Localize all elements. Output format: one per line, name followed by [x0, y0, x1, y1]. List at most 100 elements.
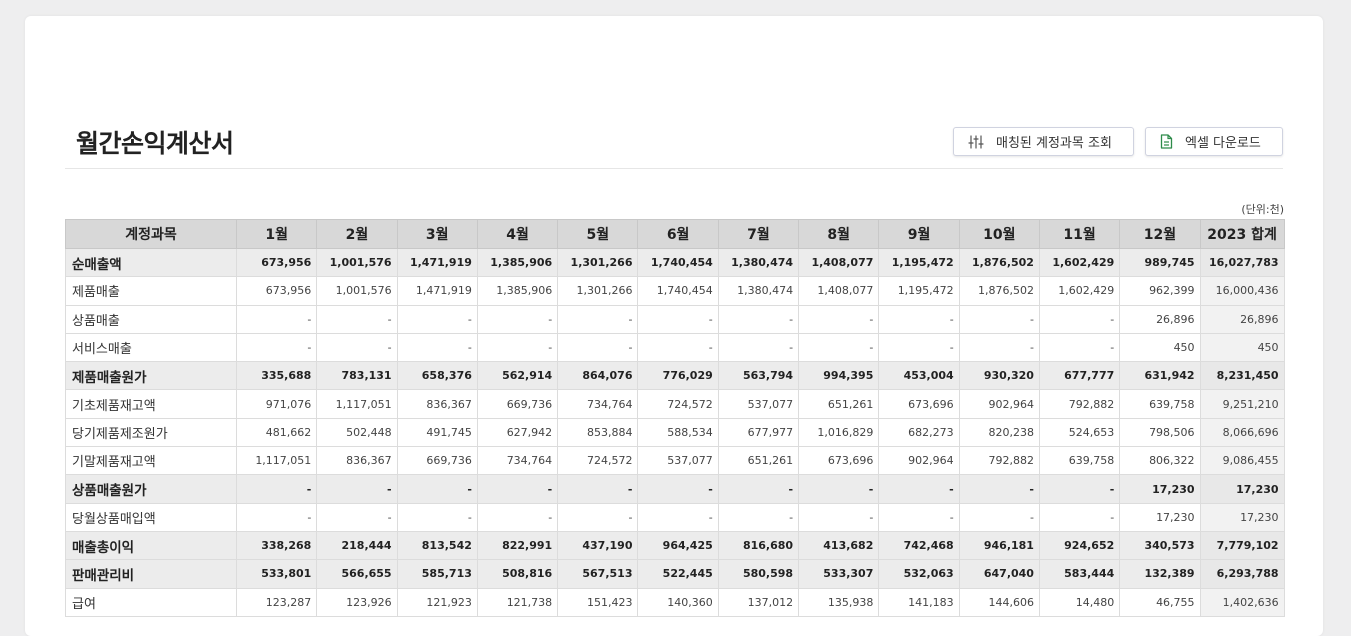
month-value-cell: 1,740,454 — [637, 247, 719, 278]
month-value-cell: 820,238 — [958, 417, 1040, 448]
month-value-cell: - — [958, 304, 1040, 334]
month-value-cell: 218,444 — [316, 530, 398, 561]
month-value-cell: 677,977 — [717, 417, 800, 448]
month-value-cell: 123,287 — [235, 587, 318, 617]
month-value-cell: 121,923 — [396, 587, 478, 617]
month-value-cell: 17,230 — [1119, 502, 1201, 532]
month-value-cell: 864,076 — [557, 361, 639, 391]
title-divider — [65, 168, 1283, 169]
month-value-cell: 562,914 — [476, 361, 559, 391]
month-value-cell: 132,389 — [1119, 559, 1201, 589]
month-value-cell: 734,764 — [557, 389, 639, 419]
month-value-cell: 971,076 — [235, 389, 318, 419]
month-value-cell: - — [878, 474, 960, 504]
month-value-cell: 450 — [1119, 332, 1201, 363]
column-header: 11월 — [1038, 219, 1121, 249]
month-value-cell: 508,816 — [476, 559, 559, 589]
month-value-cell: 135,938 — [798, 587, 880, 617]
month-value-cell: 1,408,077 — [798, 247, 880, 278]
annual-total-cell: 16,000,436 — [1199, 276, 1285, 306]
table-row: 판매관리비 533,801 566,655 585,713 508,816 567,513… — [65, 559, 1285, 589]
month-value-cell: - — [958, 502, 1040, 532]
month-value-cell: - — [717, 474, 800, 504]
month-value-cell: 567,513 — [557, 559, 639, 589]
month-value-cell: 677,777 — [1038, 361, 1121, 391]
month-value-cell: 583,444 — [1038, 559, 1121, 589]
report-card: 월간손익계산서 매칭된 계정과목 조회 — [25, 16, 1323, 636]
annual-total-cell: 1,402,636 — [1199, 587, 1285, 617]
month-value-cell: - — [316, 332, 398, 363]
table-row: 급여 123,287 123,926 121,923 121,738 151,423 140… — [65, 587, 1285, 617]
month-value-cell: 964,425 — [637, 530, 719, 561]
month-value-cell: 792,882 — [1038, 389, 1121, 419]
month-value-cell: 651,261 — [798, 389, 880, 419]
annual-total-cell: 8,231,450 — [1199, 361, 1285, 391]
annual-total-cell: 9,086,455 — [1199, 446, 1285, 476]
month-value-cell: - — [396, 304, 478, 334]
month-value-cell: 651,261 — [717, 446, 800, 476]
account-name-cell: 당기제품제조원가 — [65, 417, 237, 448]
month-value-cell: 658,376 — [396, 361, 478, 391]
month-value-cell: 502,448 — [316, 417, 398, 448]
month-value-cell: 151,423 — [557, 587, 639, 617]
month-value-cell: - — [717, 502, 800, 532]
month-value-cell: 989,745 — [1119, 247, 1201, 278]
month-value-cell: - — [717, 332, 800, 363]
month-value-cell: - — [235, 474, 318, 504]
month-value-cell: 816,680 — [717, 530, 800, 561]
month-value-cell: 813,542 — [396, 530, 478, 561]
month-value-cell: 639,758 — [1119, 389, 1201, 419]
month-value-cell: 647,040 — [958, 559, 1040, 589]
month-value-cell: 836,367 — [396, 389, 478, 419]
month-value-cell: 1,195,472 — [878, 247, 960, 278]
table-row: 당기제품제조원가 481,662 502,448 491,745 627,942 853,… — [65, 417, 1285, 448]
view-matched-accounts-button[interactable]: 매칭된 계정과목 조회 — [953, 127, 1134, 156]
month-value-cell: 853,884 — [557, 417, 639, 448]
month-value-cell: 524,653 — [1038, 417, 1121, 448]
month-value-cell: 46,755 — [1119, 587, 1201, 617]
month-value-cell: - — [798, 502, 880, 532]
month-value-cell: 144,606 — [958, 587, 1040, 617]
month-value-cell: 902,964 — [958, 389, 1040, 419]
annual-total-cell: 450 — [1199, 332, 1285, 363]
month-value-cell: 724,572 — [637, 389, 719, 419]
month-value-cell: 1,408,077 — [798, 276, 880, 306]
month-value-cell: 673,696 — [798, 446, 880, 476]
unit-label: (단위:천) — [1241, 203, 1284, 216]
month-value-cell: - — [1038, 304, 1121, 334]
view-matched-accounts-label: 매칭된 계정과목 조회 — [996, 136, 1112, 151]
month-value-cell: 639,758 — [1038, 446, 1121, 476]
month-value-cell: 669,736 — [396, 446, 478, 476]
month-value-cell: 137,012 — [717, 587, 800, 617]
month-value-cell: 1,385,906 — [476, 276, 559, 306]
column-header: 7월 — [717, 219, 800, 249]
excel-download-button[interactable]: 엑셀 다운로드 — [1145, 127, 1283, 156]
month-value-cell: 792,882 — [958, 446, 1040, 476]
month-value-cell: 335,688 — [235, 361, 318, 391]
month-value-cell: 533,801 — [235, 559, 318, 589]
month-value-cell: 673,956 — [235, 276, 318, 306]
annual-total-cell: 17,230 — [1199, 474, 1285, 504]
table-row: 상품매출 - - - - - - - - - - -26,896 26,896 — [65, 304, 1285, 334]
month-value-cell: 121,738 — [476, 587, 559, 617]
month-value-cell: - — [316, 304, 398, 334]
month-value-cell: - — [235, 304, 318, 334]
column-header: 1월 — [235, 219, 318, 249]
table-row: 상품매출원가 - - - - - - - - - - -17,230 17,230 — [65, 474, 1285, 504]
month-value-cell: - — [476, 304, 559, 334]
month-value-cell: 776,029 — [637, 361, 719, 391]
month-value-cell: - — [1038, 502, 1121, 532]
account-name-cell: 기말제품재고액 — [65, 446, 237, 476]
account-name-cell: 서비스매출 — [65, 332, 237, 363]
table-row: 당월상품매입액 - - - - - - - - - - -17,230 17,230 — [65, 502, 1285, 532]
table-header-row: 계정과목 1월 2월 3월 4월 5월 6월 7월 8월 9월 10월 11월 12월 2023 합계 — [65, 219, 1285, 249]
annual-total-cell: 16,027,783 — [1199, 247, 1285, 278]
month-value-cell: - — [798, 474, 880, 504]
excel-download-label: 엑셀 다운로드 — [1185, 136, 1261, 151]
month-value-cell: 580,598 — [717, 559, 800, 589]
month-value-cell: - — [878, 332, 960, 363]
month-value-cell: 734,764 — [476, 446, 559, 476]
month-value-cell: 902,964 — [878, 446, 960, 476]
month-value-cell: - — [637, 474, 719, 504]
column-header: 2월 — [316, 219, 398, 249]
